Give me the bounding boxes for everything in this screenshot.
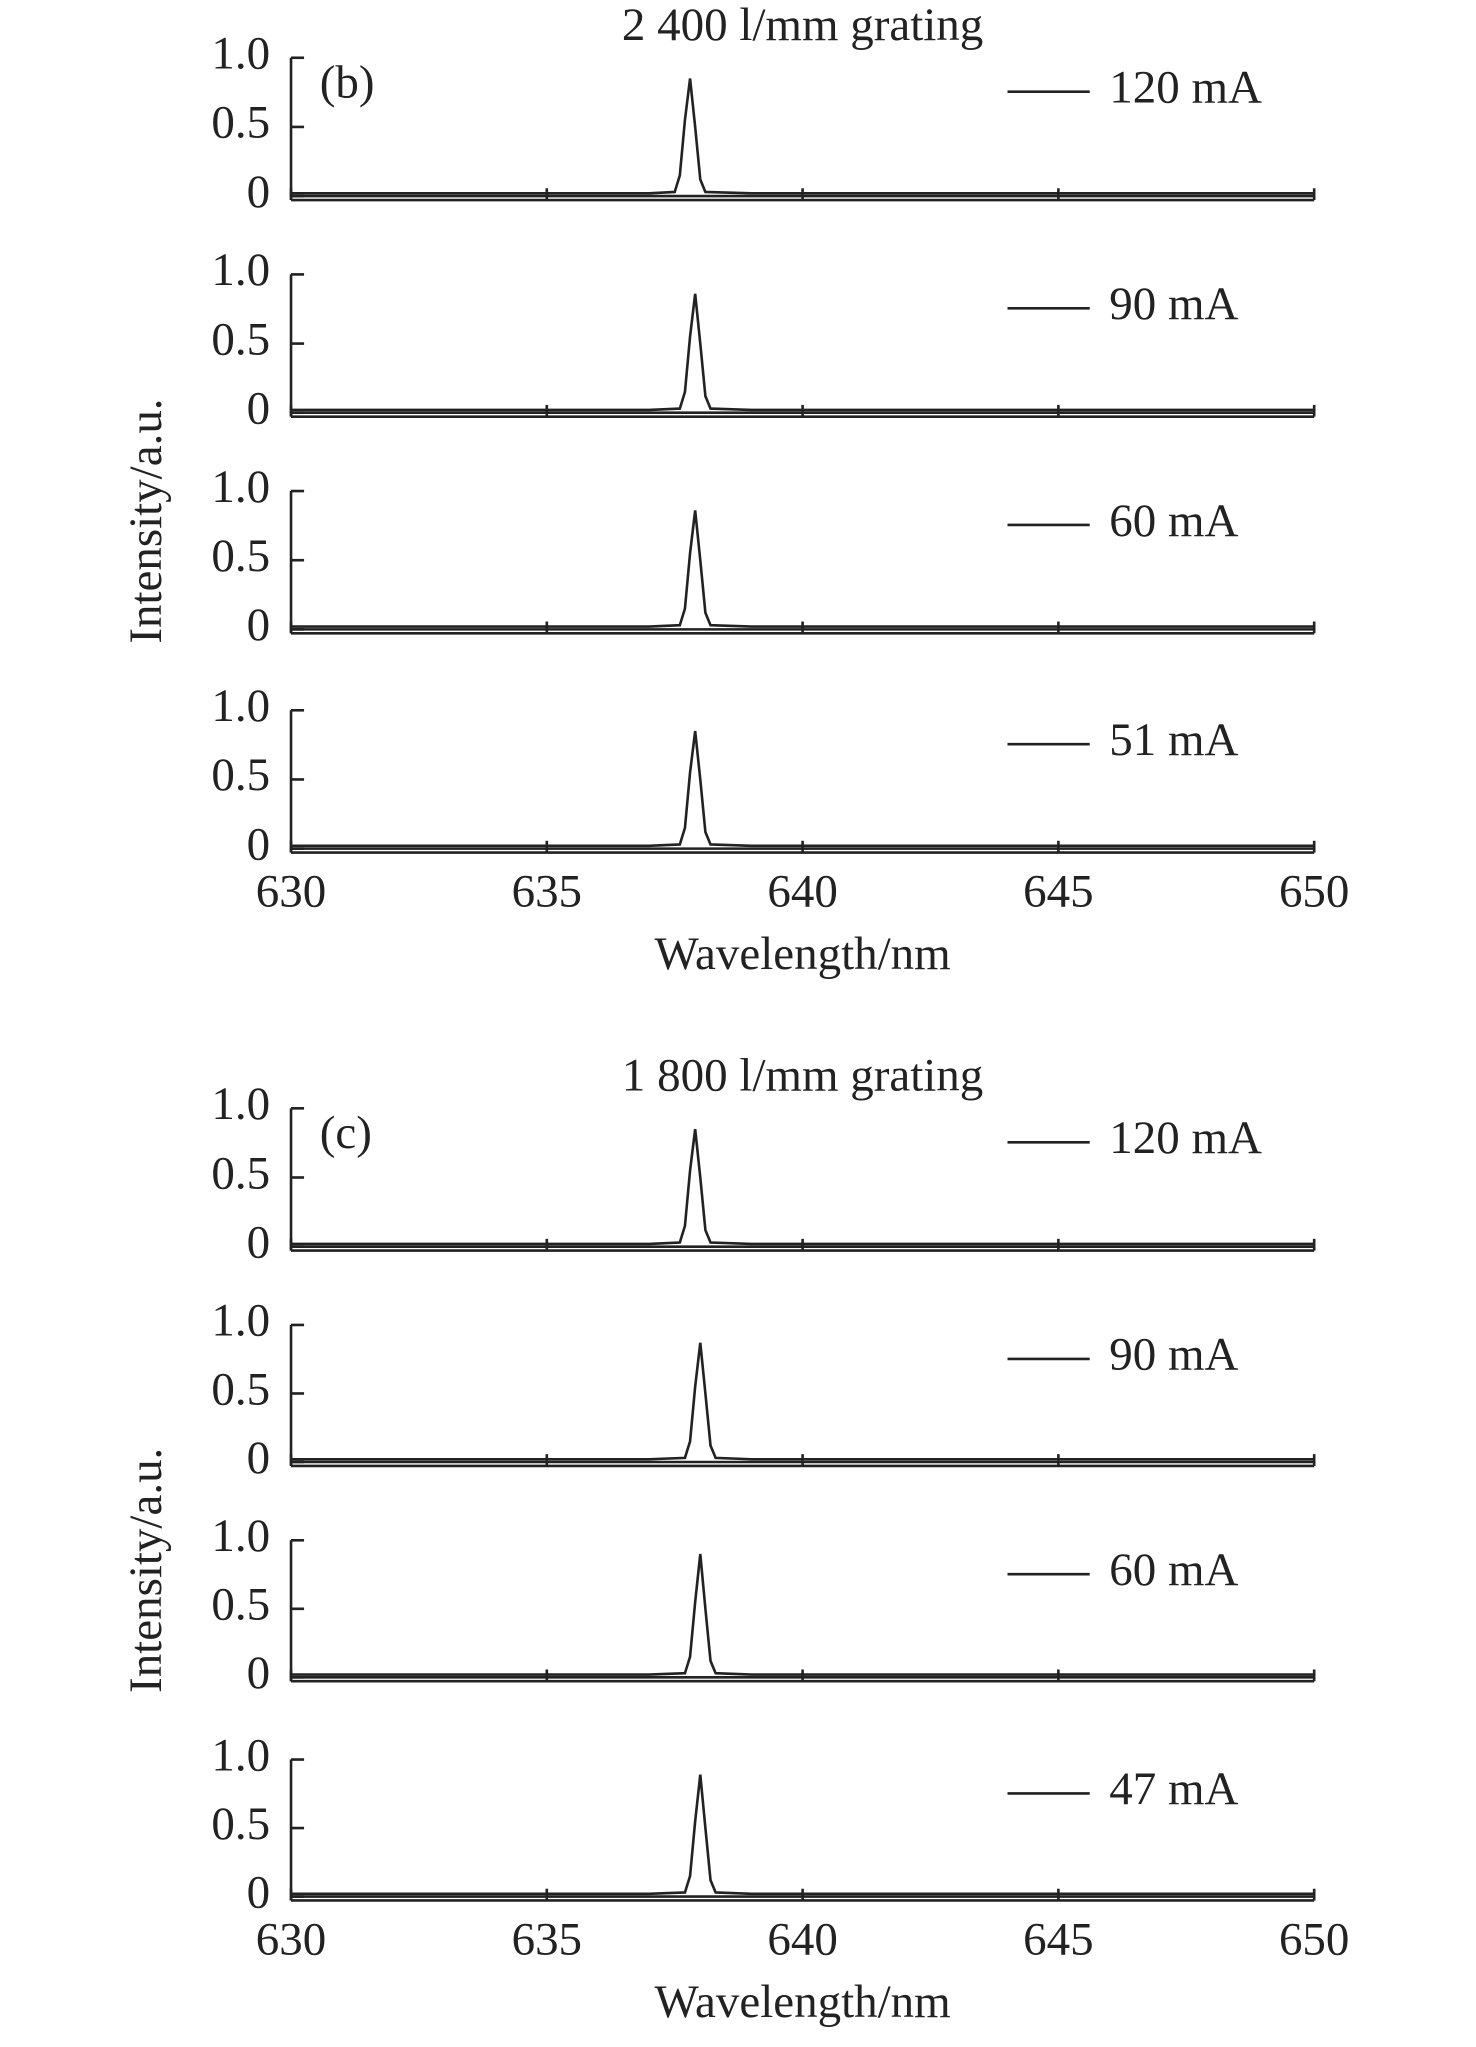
y-tick-label: 1.0	[211, 461, 270, 513]
y-tick-label: 0.5	[211, 1147, 270, 1199]
y-tick-label: 1.0	[211, 1078, 270, 1130]
spectrum-line	[291, 730, 1315, 848]
legend-label: 60 mA	[1109, 495, 1238, 547]
legend-label: 120 mA	[1109, 1112, 1262, 1164]
y-tick-label: 1.0	[211, 680, 270, 732]
y-tick-label: 1.0	[211, 244, 270, 296]
y-tick-label: 1.0	[211, 1295, 270, 1347]
y-tick-label: 0.5	[211, 313, 270, 365]
x-tick-label: 640	[767, 865, 837, 917]
x-tick-label: 650	[1279, 865, 1349, 917]
y-tick-label: 1.0	[211, 1729, 270, 1781]
y-tick-label: 0.5	[211, 1798, 270, 1850]
y-tick-label: 0.5	[211, 749, 270, 801]
y-tick-label: 0	[247, 1647, 270, 1699]
y-tick-label: 0	[247, 818, 270, 870]
spectrum-line	[291, 510, 1315, 628]
spectrum-line	[291, 1128, 1315, 1246]
y-tick-label: 0	[247, 166, 270, 218]
x-axis-label: Wavelength/nm	[654, 928, 950, 980]
y-axis-label: Intensity/a.u.	[120, 398, 172, 643]
chart-title: 2 400 l/mm grating	[622, 0, 983, 51]
spectrum-line	[291, 1774, 1315, 1896]
x-tick-label: 635	[512, 1913, 582, 1965]
y-tick-label: 0	[247, 1866, 270, 1918]
panel-label: (c)	[320, 1107, 372, 1159]
y-tick-label: 1.0	[211, 1510, 270, 1562]
y-tick-label: 0.5	[211, 1363, 270, 1415]
chart-title: 1 800 l/mm grating	[622, 1049, 983, 1101]
legend-label: 120 mA	[1109, 61, 1262, 113]
legend-label: 47 mA	[1109, 1763, 1238, 1815]
x-tick-label: 640	[767, 1913, 837, 1965]
y-tick-label: 0	[247, 383, 270, 435]
legend-label: 90 mA	[1109, 278, 1238, 330]
x-tick-label: 645	[1023, 1913, 1093, 1965]
x-tick-label: 645	[1023, 865, 1093, 917]
legend-label: 90 mA	[1109, 1329, 1238, 1381]
y-tick-label: 0	[247, 1216, 270, 1268]
legend-label: 60 mA	[1109, 1544, 1238, 1596]
y-tick-label: 0.5	[211, 1579, 270, 1631]
panel-label: (b)	[320, 56, 375, 108]
y-tick-label: 0.5	[211, 97, 270, 149]
y-tick-label: 0	[247, 599, 270, 651]
legend-label: 51 mA	[1109, 714, 1238, 766]
y-tick-label: 0	[247, 1432, 270, 1484]
spectrum-line	[291, 1342, 1315, 1461]
x-axis-label: Wavelength/nm	[654, 1976, 950, 2028]
y-tick-label: 0.5	[211, 530, 270, 582]
y-tick-label: 1.0	[211, 28, 270, 80]
x-tick-label: 650	[1279, 1913, 1349, 1965]
spectrum-line	[291, 293, 1315, 412]
spectrum-line	[291, 1553, 1315, 1676]
y-axis-label: Intensity/a.u.	[120, 1448, 172, 1693]
x-tick-label: 630	[256, 1913, 326, 1965]
spectrum-line	[291, 78, 1315, 195]
x-tick-label: 635	[512, 865, 582, 917]
x-tick-label: 630	[256, 865, 326, 917]
